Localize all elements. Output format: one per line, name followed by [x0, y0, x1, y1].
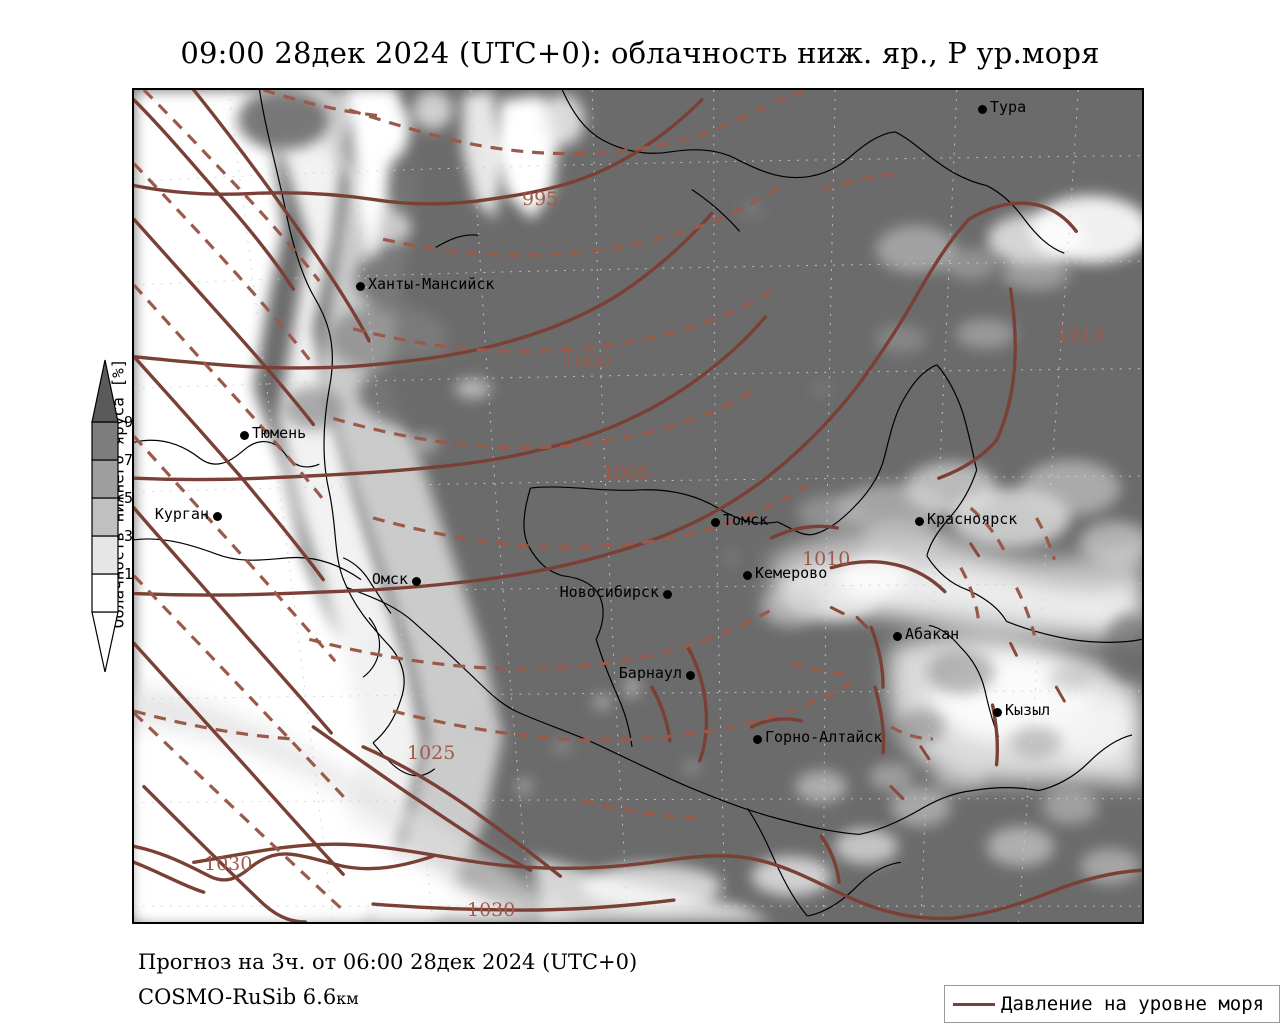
city-dot-icon	[411, 576, 421, 586]
pressure-legend-label: Давление на уровне моря	[1001, 993, 1265, 1015]
page-title: 09:00 28дек 2024 (UTC+0): облачность ниж…	[180, 36, 1100, 70]
city-dot-icon	[212, 511, 222, 521]
isobars-solid	[134, 90, 1142, 922]
isobar-label: 1030	[467, 899, 516, 921]
model-resolution-unit: км	[336, 989, 359, 1008]
isobar-label: 995	[522, 188, 559, 210]
city-label: Тура	[990, 98, 1027, 116]
city-label: Абакан	[905, 625, 960, 643]
city-label: Тюмень	[252, 424, 307, 442]
isobars-dashed	[134, 90, 1056, 914]
city-dot-icon	[685, 670, 695, 680]
pressure-line-swatch	[953, 1002, 995, 1006]
city-dot-icon	[742, 570, 752, 580]
model-info: COSMO-RuSib 6.6км	[138, 985, 359, 1009]
city-label: Кызыл	[1005, 701, 1051, 719]
city-dot-icon	[355, 281, 365, 291]
city-dot-icon	[752, 734, 762, 744]
city-dot-icon	[892, 631, 902, 641]
city-dot-icon	[239, 430, 249, 440]
city-label: Горно-Алтайск	[765, 728, 883, 746]
coastlines-and-borders	[134, 90, 1142, 917]
city-dot-icon	[914, 516, 924, 526]
isobar-label: 1000	[562, 351, 611, 373]
city-label: Барнаул	[618, 664, 682, 682]
isobar-label: 1005	[602, 462, 651, 484]
city-dot-icon	[662, 589, 672, 599]
city-label: Новосибирск	[559, 583, 659, 601]
city-dot-icon	[710, 517, 720, 527]
weather-map[interactable]: 995 1000 1005 1010 1010 1025 1030 1030 Тура Хант…	[132, 88, 1144, 924]
isobar-label: 1010	[1057, 324, 1106, 346]
colorbar-scale	[91, 359, 119, 672]
model-name: COSMO-RuSib 6.6	[138, 985, 337, 1009]
city-label: Курган	[154, 505, 209, 523]
city-dot-icon	[992, 707, 1002, 717]
isobar-label: 1030	[204, 853, 253, 875]
city-label: Красноярск	[927, 510, 1018, 528]
isobar-label: 1010	[802, 548, 851, 570]
pressure-legend: Давление на уровне моря	[944, 985, 1280, 1023]
forecast-info: Прогноз на 3ч. от 06:00 28дек 2024 (UTC+…	[138, 950, 638, 974]
city-label: Томск	[723, 511, 769, 529]
city-label: Омск	[371, 570, 408, 588]
city-label: Кемерово	[755, 564, 828, 582]
city-label: Ханты-Мансийск	[368, 275, 495, 293]
city-dot-icon	[977, 104, 987, 114]
isobar-label: 1025	[407, 742, 456, 764]
isobar-fragments	[829, 542, 1066, 801]
map-canvas	[134, 90, 1142, 922]
